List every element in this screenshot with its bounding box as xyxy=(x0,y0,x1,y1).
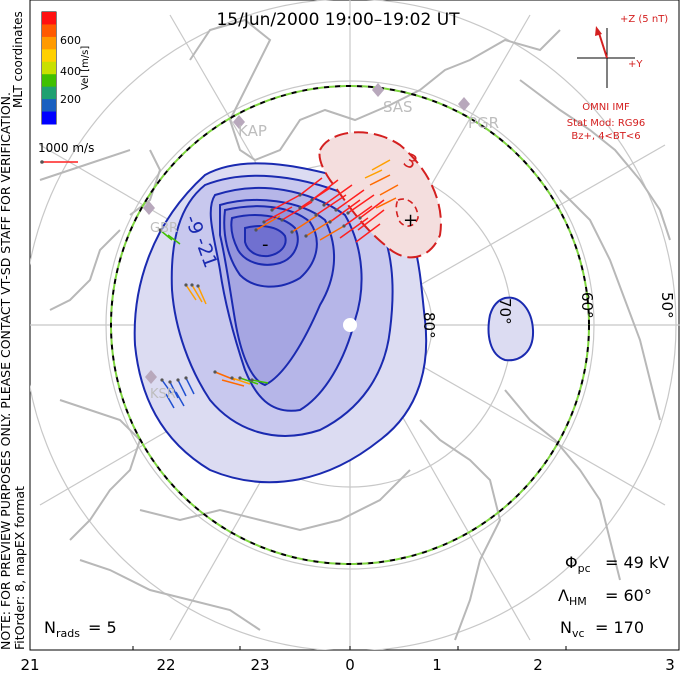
phi-pc-value: = 49 kV xyxy=(605,553,669,572)
lat-label-60: 60° xyxy=(578,292,596,319)
mlt-tick-22: 22 xyxy=(156,656,175,674)
station-markers xyxy=(143,83,470,384)
colorbar-band xyxy=(42,49,56,63)
positive-cell-inner xyxy=(395,198,419,227)
mlt-tick-2: 2 xyxy=(533,656,543,674)
scale-vector-label: 1000 m/s xyxy=(38,141,94,155)
mlt-tick-21: 21 xyxy=(20,656,39,674)
lat-label-80: 80° xyxy=(420,312,438,339)
negative-cell xyxy=(133,162,428,484)
dawn-contour xyxy=(487,296,535,362)
imf-model-line1: Stat Mod: RG96 xyxy=(567,118,646,129)
scale-vector: 1000 m/s xyxy=(38,141,94,164)
coordinates-label: MLT coordinates xyxy=(11,11,25,108)
lat-label-50: 50° xyxy=(658,292,676,319)
mlt-tick-1: 1 xyxy=(432,656,442,674)
n-rads-value: = 5 xyxy=(88,618,117,637)
mlt-tick-0: 0 xyxy=(345,656,355,674)
colorbar-band xyxy=(42,86,56,100)
preview-note: NOTE: FOR PREVIEW PURPOSES ONLY. PLEASE … xyxy=(0,92,13,650)
colorbar-tick-600: 600 xyxy=(60,34,81,47)
potential-min-marker: - xyxy=(262,234,269,255)
colorbar-tick-400: 400 xyxy=(60,65,81,78)
velocity-colorbar: 600 400 200 Vel [m/s] xyxy=(41,11,91,125)
station-kap: KAP xyxy=(238,122,267,140)
imf-z-label: +Z (5 nT) xyxy=(620,14,668,25)
colorbar-band xyxy=(42,111,56,125)
imf-y-label: +Y xyxy=(628,59,643,70)
imf-source: OMNI IMF xyxy=(582,102,630,113)
map-stats: Φpc = 49 kV ΛHM = 60° Nvc = 170 Nrads = … xyxy=(44,553,669,640)
lat-label-70: 70° xyxy=(496,298,514,325)
colorbar-band xyxy=(42,99,56,113)
mlt-axis: 21 22 23 0 1 2 3 xyxy=(20,646,675,674)
lambda-hm-value: = 60° xyxy=(605,586,652,605)
colorbar-band xyxy=(42,61,56,75)
colorbar-tick-200: 200 xyxy=(60,93,81,106)
colorbar-band xyxy=(42,74,56,88)
imf-model-line2: Bz+, 4<BT<6 xyxy=(571,131,640,142)
station-pgr: PGR xyxy=(468,114,499,132)
n-vc-value: = 170 xyxy=(595,618,644,637)
magnetic-pole xyxy=(343,318,357,332)
mlt-tick-3: 3 xyxy=(665,656,675,674)
station-labels: KAP SAS PGR GBR KSR xyxy=(150,98,499,402)
station-gbr: GBR xyxy=(150,221,178,236)
imf-dial: +Z (5 nT) +Y OMNI IMF Stat Mod: RG96 Bz+… xyxy=(567,14,669,142)
coastlines xyxy=(39,18,671,641)
colorbar-band xyxy=(42,36,56,50)
mlt-tick-23: 23 xyxy=(250,656,269,674)
colorbar-band xyxy=(42,12,56,25)
potential-max-marker: + xyxy=(403,210,418,231)
latitude-labels: 80° 70° 60° 50° xyxy=(420,292,676,339)
colorbar-band xyxy=(42,24,56,38)
map-title: 15/Jun/2000 19:00–19:02 UT xyxy=(216,10,460,30)
station-sas: SAS xyxy=(383,98,413,116)
hm-boundary-overlay xyxy=(110,85,590,565)
colorbar-title: Vel [m/s] xyxy=(80,46,91,90)
station-ksr: KSR xyxy=(150,387,176,402)
velocity-vectors xyxy=(158,159,399,409)
fit-order-note: FitOrder: 8, mapEX format xyxy=(12,486,27,650)
